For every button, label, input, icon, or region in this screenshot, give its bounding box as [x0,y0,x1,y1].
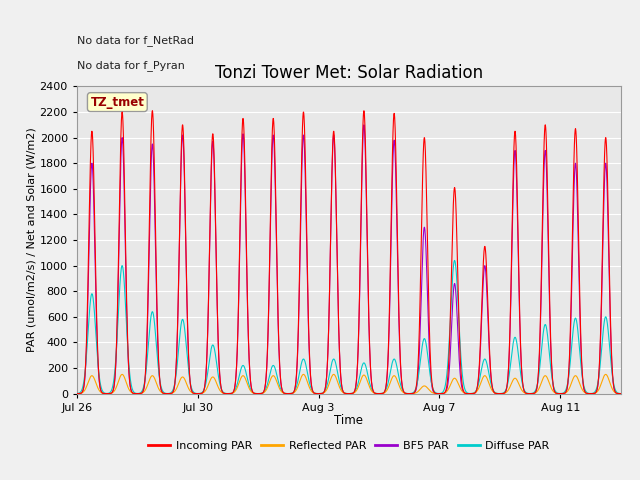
Legend: Incoming PAR, Reflected PAR, BF5 PAR, Diffuse PAR: Incoming PAR, Reflected PAR, BF5 PAR, Di… [143,437,554,456]
Text: No data for f_Pyran: No data for f_Pyran [77,60,185,71]
Title: Tonzi Tower Met: Solar Radiation: Tonzi Tower Met: Solar Radiation [215,64,483,82]
Text: No data for f_NetRad: No data for f_NetRad [77,36,194,47]
Text: TZ_tmet: TZ_tmet [90,96,144,108]
X-axis label: Time: Time [334,414,364,427]
Y-axis label: PAR (umol/m2/s) / Net and Solar (W/m2): PAR (umol/m2/s) / Net and Solar (W/m2) [27,128,36,352]
